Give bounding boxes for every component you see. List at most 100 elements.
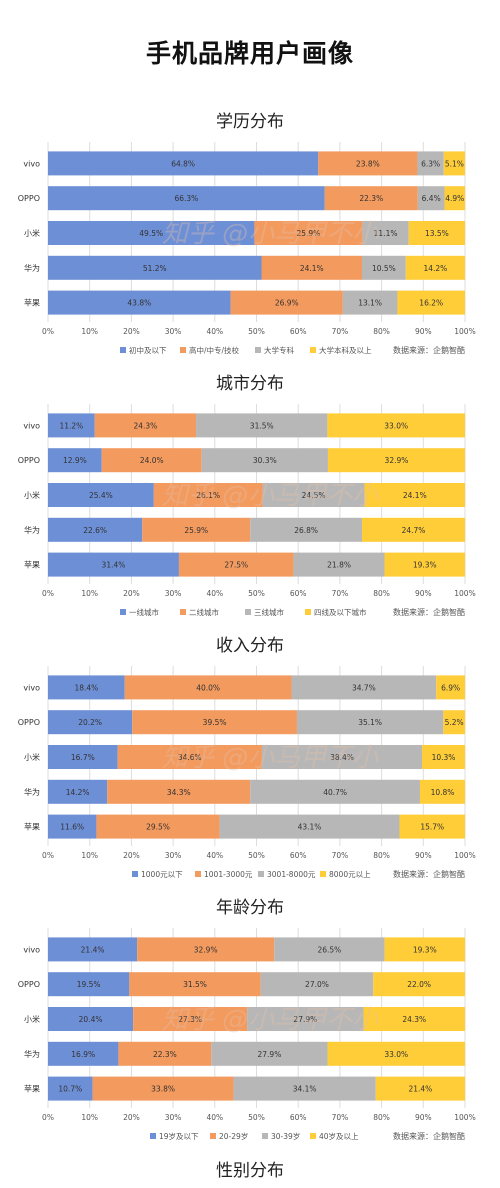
data-label: 14.2% [66, 788, 90, 797]
watermark: 知乎 @小马甲不小 [162, 743, 379, 773]
bar-segment [443, 710, 465, 735]
data-label: 24.1% [300, 264, 324, 273]
category-label: 华为 [24, 787, 40, 797]
legend-label: 20-29岁 [219, 1131, 248, 1141]
data-label: 19.3% [413, 945, 437, 954]
bar-segment [118, 1041, 212, 1066]
x-tick-label: 70% [332, 851, 349, 860]
data-label: 40.0% [196, 683, 220, 692]
x-tick-label: 60% [290, 851, 307, 860]
bar-segment [293, 552, 385, 577]
x-tick-label: 90% [415, 1113, 432, 1122]
bar-segment [384, 552, 465, 577]
bar-segment [373, 972, 465, 997]
x-tick-label: 80% [373, 327, 390, 336]
bar-segment [48, 710, 133, 735]
category-label: OPPO [18, 718, 40, 727]
data-label: 13.5% [425, 229, 449, 238]
x-tick-label: 0% [42, 327, 54, 336]
x-tick-label: 60% [290, 589, 307, 598]
bar-segment [48, 814, 97, 839]
category-label: 苹果 [24, 560, 40, 570]
data-label: 38.4% [330, 753, 354, 762]
bar-segment [444, 186, 465, 211]
bar-segment [250, 517, 363, 542]
data-label: 24.3% [402, 1015, 426, 1024]
bar-segment [133, 1007, 248, 1031]
bar-segment [397, 290, 465, 315]
source-note: 数据来源：企鹅智酷 [393, 607, 465, 617]
source-note: 数据来源：企鹅智酷 [393, 345, 465, 355]
category-label: vivo [23, 421, 40, 430]
bar-segment [419, 779, 465, 804]
data-label: 21.8% [327, 561, 351, 570]
chart-title: 学历分布 [216, 112, 284, 132]
bar-segment [96, 814, 220, 839]
page-title: 手机品牌用户画像 [145, 39, 354, 68]
category-label: OPPO [18, 194, 40, 203]
bar-segment [230, 290, 343, 315]
bar-segment [342, 290, 398, 315]
bar-segment [48, 972, 130, 997]
legend-label: 四线及以下城市 [314, 607, 367, 617]
chart-city: 城市分布 0% 10% 20% 30% 40% 50% 60% 70% 80% 90% 100% viv… [18, 374, 476, 617]
data-label: 40.7% [323, 788, 347, 797]
bar-segment [274, 937, 385, 962]
bar-segment [261, 745, 423, 769]
data-label: 22.6% [83, 526, 107, 535]
data-label: 25.9% [297, 229, 321, 238]
source-note: 数据来源：企鹅智酷 [393, 1131, 465, 1141]
data-label: 16.9% [71, 1050, 95, 1059]
bar-segment [327, 413, 465, 438]
bar-segment [211, 1041, 328, 1066]
legend-label: 高中/中专/技校 [189, 345, 240, 355]
x-tick-label: 80% [373, 589, 390, 598]
data-label: 43.1% [298, 823, 322, 832]
bar-segment [247, 1007, 364, 1031]
x-tick-label: 60% [290, 1113, 307, 1122]
data-label: 21.4% [81, 945, 105, 954]
data-label: 10.8% [431, 788, 455, 797]
bar-segment [324, 186, 418, 211]
legend-swatch [180, 347, 186, 353]
data-label: 27.3% [178, 1015, 202, 1024]
x-tick-label: 100% [454, 851, 475, 860]
data-label: 27.5% [224, 561, 248, 570]
legend-swatch [310, 347, 316, 353]
data-label: 31.5% [250, 421, 274, 430]
legend-swatch [305, 609, 311, 615]
category-label: 华为 [24, 263, 40, 273]
bar-segment [48, 448, 102, 473]
data-label: 25.9% [184, 526, 208, 535]
category-label: OPPO [18, 456, 40, 465]
bar-segment [443, 151, 465, 176]
bar-segment [48, 255, 262, 280]
legend-label: 1000元以下 [141, 870, 183, 879]
bar-segment [48, 675, 125, 700]
x-tick-label: 90% [415, 327, 432, 336]
bar-segment [129, 972, 261, 997]
category-label: 小米 [24, 1014, 40, 1024]
legend-label: 大学本科及以上 [319, 345, 372, 355]
data-label: 24.5% [302, 491, 326, 500]
data-label: 15.7% [420, 823, 444, 832]
data-label: 22.0% [407, 980, 431, 989]
bar-segment [233, 1076, 376, 1101]
data-label: 6.3% [421, 159, 440, 168]
x-tick-label: 50% [248, 327, 265, 336]
category-label: vivo [23, 159, 40, 168]
legend-label: 8000元以上 [329, 870, 371, 879]
bar-segment [48, 483, 154, 507]
data-label: 26.8% [294, 526, 318, 535]
x-tick-label: 40% [206, 851, 223, 860]
bar-segment [117, 745, 262, 769]
data-label: 26.1% [196, 491, 220, 500]
data-label: 31.5% [183, 980, 207, 989]
category-label: 苹果 [24, 822, 40, 832]
data-label: 12.9% [63, 456, 87, 465]
data-label: 33.0% [384, 421, 408, 430]
chart-education: 学历分布 0% 10% 20% 30% 40% 50% 60% 70% 80% 90% 100% viv… [18, 112, 476, 355]
x-tick-label: 20% [123, 1113, 140, 1122]
data-label: 10.5% [372, 264, 396, 273]
bar-segment [327, 448, 465, 473]
